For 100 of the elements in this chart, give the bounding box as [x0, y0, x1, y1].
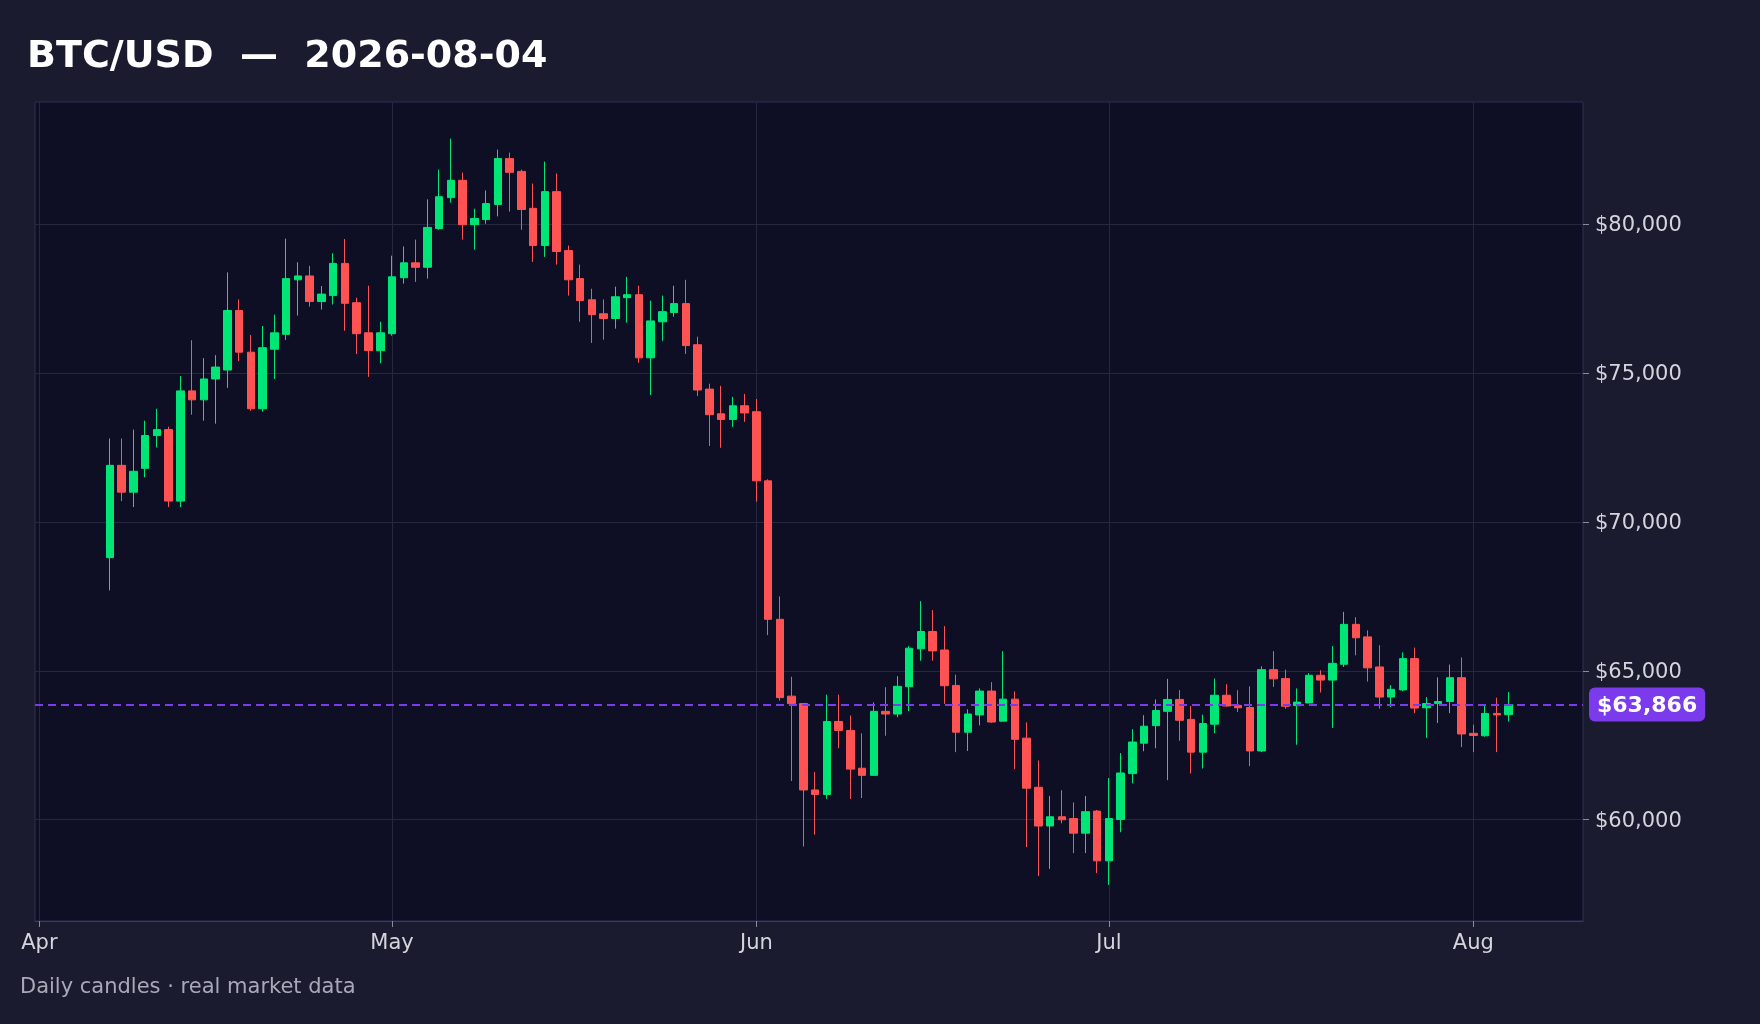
candlestick	[1446, 664, 1454, 714]
candlestick	[846, 715, 855, 800]
candlestick	[1481, 704, 1489, 738]
candlestick	[435, 169, 443, 231]
candlestick	[1199, 714, 1207, 770]
candlestick	[294, 261, 302, 317]
candlestick	[200, 357, 208, 422]
candlestick	[599, 298, 608, 341]
candlestick	[576, 264, 584, 323]
candlestick	[400, 245, 408, 285]
candlestick	[693, 336, 702, 397]
ref-line-label: $63,866	[1597, 692, 1698, 718]
candlestick	[458, 172, 467, 241]
candlestick	[799, 703, 808, 848]
candlestick	[411, 239, 420, 283]
candlestick	[1457, 656, 1466, 748]
candlestick	[1022, 721, 1031, 848]
candlestick	[258, 325, 267, 413]
candlestick	[247, 334, 255, 412]
candlestick	[482, 189, 490, 225]
candlestick	[517, 169, 526, 231]
candlestick	[270, 314, 279, 380]
text: Daily candles · real market data	[20, 973, 356, 998]
candlestick	[1058, 789, 1066, 824]
candlestick	[729, 396, 737, 428]
candlestick	[881, 686, 890, 737]
candlestick	[858, 732, 866, 799]
candlestick	[1352, 616, 1360, 656]
candlestick	[317, 285, 326, 311]
candlestick	[823, 694, 831, 800]
y-tick-label: $60,000	[1595, 807, 1682, 832]
candlestick	[341, 238, 349, 332]
candlestick	[1187, 705, 1195, 775]
candlestick	[129, 429, 138, 508]
x-tick-label: Jun	[737, 929, 773, 954]
candlestick	[423, 198, 432, 280]
candlestick	[141, 420, 149, 478]
candlestick	[1128, 728, 1137, 784]
candlestick	[740, 393, 749, 423]
candlestick	[235, 298, 243, 362]
candlestick	[1140, 714, 1148, 752]
candlestick	[1410, 647, 1419, 714]
candlestick	[505, 152, 514, 213]
candlestick	[1081, 795, 1090, 854]
candlestick	[928, 609, 937, 662]
candlestick	[552, 172, 561, 266]
candlestick	[635, 285, 643, 364]
candlestick	[282, 238, 290, 341]
candlestick	[1316, 669, 1325, 694]
candlestick	[1340, 611, 1348, 668]
candlestick	[1375, 644, 1384, 710]
candlestick	[682, 279, 690, 355]
candlestick	[1328, 645, 1337, 729]
candlestick	[1387, 684, 1395, 708]
candlestick	[1269, 650, 1278, 688]
candlestick	[188, 339, 196, 416]
candlestick	[164, 426, 173, 508]
candlestick	[1434, 676, 1442, 724]
candlestick	[611, 286, 620, 330]
chart-title: BTC/USD — 2026-08-04	[27, 32, 548, 76]
candlestick	[1116, 752, 1125, 833]
candlestick	[1210, 678, 1219, 734]
y-tick-label: $70,000	[1595, 509, 1682, 534]
candlestick	[1163, 678, 1172, 781]
candlestick	[658, 295, 667, 342]
x-tick-label: Apr	[21, 929, 58, 954]
candlestick	[470, 208, 479, 251]
y-tick-label: $75,000	[1595, 361, 1682, 386]
y-tick-label: $65,000	[1595, 658, 1682, 683]
candlestick	[752, 398, 761, 503]
candlestick	[364, 285, 373, 378]
candlestick	[834, 694, 843, 749]
candlestick	[1011, 690, 1019, 770]
candlestick	[917, 600, 925, 662]
candlestick	[117, 438, 126, 502]
candlestick	[1363, 629, 1372, 683]
x-tick-label: May	[370, 929, 414, 954]
candlestick	[705, 383, 714, 447]
candlestick	[646, 300, 655, 396]
candlestick	[776, 595, 784, 702]
candlestick	[987, 681, 996, 724]
candlestick	[1305, 672, 1313, 704]
candlestick	[870, 701, 878, 776]
candlestick	[211, 354, 220, 425]
candlestick	[447, 138, 455, 204]
candlestick	[964, 708, 972, 752]
candlestick	[1504, 691, 1513, 722]
candlestick	[787, 676, 796, 782]
candlestick	[1234, 689, 1242, 713]
candlestick	[717, 385, 725, 449]
candlestick	[1281, 669, 1290, 710]
y-tick-label: $80,000	[1595, 212, 1682, 237]
candlestick	[1222, 683, 1231, 708]
candlestick	[176, 375, 185, 508]
candlestick	[588, 288, 596, 344]
candlestick	[893, 675, 902, 718]
candlestick	[564, 245, 573, 297]
candlestick	[1105, 777, 1113, 886]
candlestick	[1175, 689, 1184, 742]
candlestick	[1046, 795, 1054, 870]
